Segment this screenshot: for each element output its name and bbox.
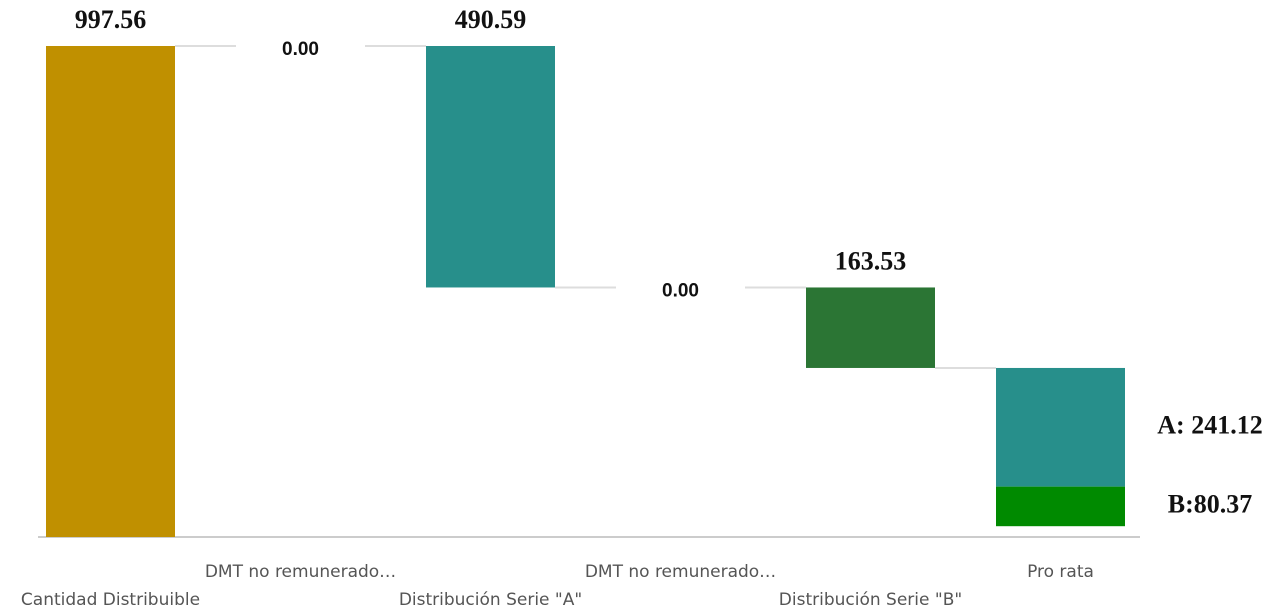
bar xyxy=(806,287,935,368)
bar xyxy=(46,46,175,537)
value-label: A: 241.12 xyxy=(1157,410,1262,439)
value-label: 163.53 xyxy=(835,246,907,275)
value-label: 0.00 xyxy=(662,280,699,301)
x-tick-label: Cantidad Distribuible xyxy=(21,590,200,610)
x-tick-label: DMT no remunerado… xyxy=(205,562,396,582)
x-tick-label: Distribución Serie "A" xyxy=(399,590,582,610)
value-label: B:80.37 xyxy=(1168,489,1253,518)
stack-segment xyxy=(996,367,1125,487)
value-label: 997.56 xyxy=(75,5,147,34)
stack-segment xyxy=(996,486,1125,527)
x-tick-label: Pro rata xyxy=(1027,562,1094,582)
x-tick-label: DMT no remunerado… xyxy=(585,562,776,582)
x-tick-label: Distribución Serie "B" xyxy=(779,590,962,610)
value-label: 490.59 xyxy=(455,5,527,34)
value-label: 0.00 xyxy=(282,39,319,60)
bar xyxy=(426,46,555,288)
